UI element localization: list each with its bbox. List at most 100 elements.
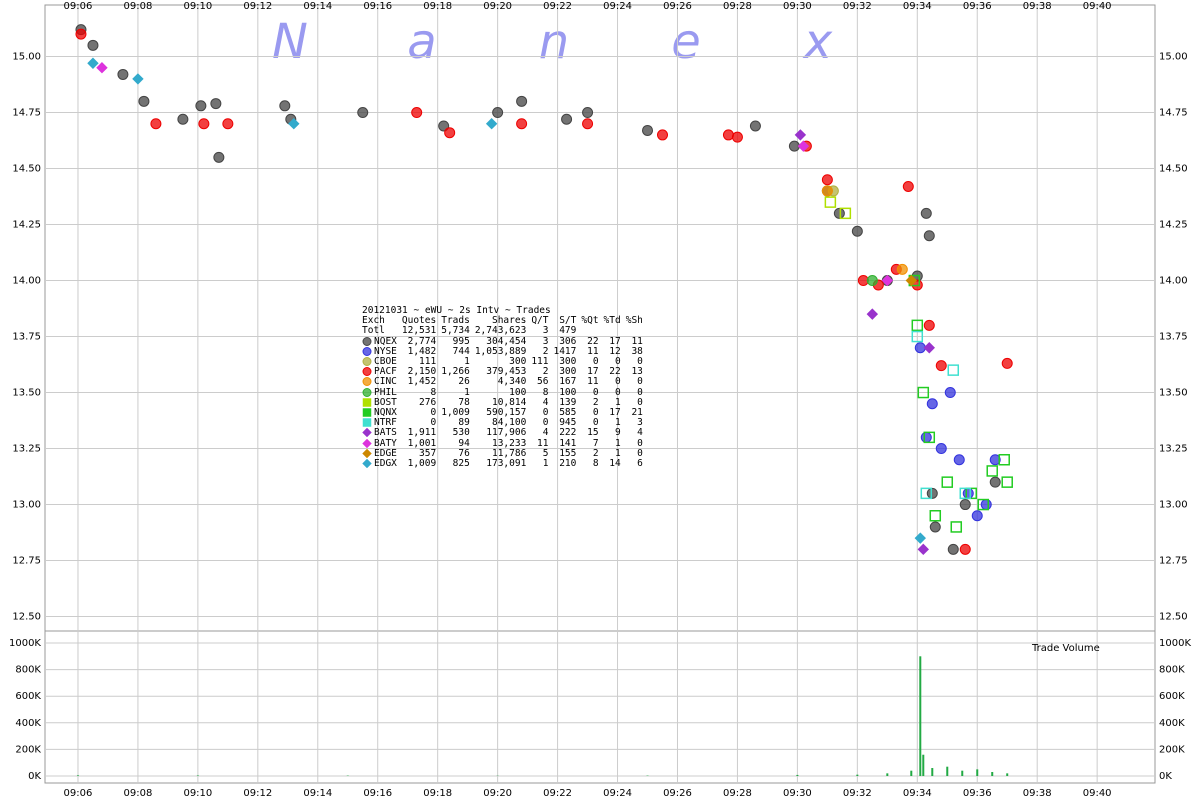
exchange-name: BATS (362, 428, 397, 438)
volume-bar (856, 774, 859, 776)
exchange-name: EDGX (362, 458, 397, 469)
legend-marker-shape (362, 448, 372, 459)
y-tick-label: 14.25 (1159, 220, 1188, 231)
stats-cell: 2 (542, 345, 549, 357)
trade-point (953, 454, 965, 466)
trade-point (947, 364, 960, 376)
exchange-name: NQNX (362, 407, 397, 418)
x-tick-label: 09:24 (603, 788, 632, 799)
legend-marker-shape (362, 418, 372, 427)
x-tick-label: 09:18 (423, 1, 452, 12)
trade-point (923, 342, 935, 354)
trade-point (881, 274, 894, 287)
legend-label: NYSE (374, 345, 397, 357)
header-cell: Exch (362, 315, 385, 327)
watermark-letter: n (539, 14, 569, 70)
stats-cell: 100 (509, 386, 527, 398)
x-tick-label: 09:20 (483, 788, 512, 799)
x-tick-label: 09:28 (723, 1, 752, 12)
stats-cell: 1,452 (407, 376, 437, 388)
trade-point (794, 129, 807, 141)
y-tick-label: 0K (28, 771, 41, 782)
stats-cell: 8 (592, 458, 599, 470)
trade-point (941, 476, 954, 488)
y-tick-label: 13.00 (1159, 500, 1188, 511)
x-tick-label: 09:30 (783, 1, 812, 12)
trade-point (582, 118, 594, 130)
trade-point (923, 319, 935, 331)
y-tick-label: 14.00 (1159, 276, 1188, 287)
stats-cell: 0 (637, 396, 643, 408)
total-cell: 2,743,623 (474, 325, 527, 337)
stats-cell: 17 (609, 407, 621, 419)
trade-point (516, 118, 528, 130)
stats-row: EDGE 357 76 11,786 5 155 2 1 0 (362, 447, 643, 459)
header-cell: Quotes (401, 315, 437, 327)
watermark-letter: a (407, 14, 436, 70)
trade-point (1001, 357, 1013, 369)
stats-cell: 1,482 (407, 345, 437, 357)
x-tick-label: 09:36 (963, 788, 992, 799)
trade-point (923, 431, 936, 444)
trade-point (731, 131, 743, 143)
stats-cell: 0 (637, 447, 643, 459)
stats-cell: 0 (614, 386, 621, 398)
legend-marker (362, 367, 372, 377)
trade-point (989, 476, 1001, 488)
stats-cell: 17 (587, 366, 599, 378)
stats-cell: 56 (537, 376, 549, 388)
trade-point (198, 118, 210, 130)
trade-point (749, 120, 761, 132)
legend-label: BATY (374, 437, 397, 449)
trade-point (935, 443, 947, 455)
stats-cell: 8 (430, 386, 437, 398)
y-tick-label: 12.50 (1159, 612, 1188, 623)
header-cell: %Td (603, 315, 621, 327)
x-tick-label: 09:34 (903, 1, 932, 12)
stats-cell: 744 (452, 345, 470, 357)
stats-cell: 2,150 (407, 366, 437, 378)
x-tick-label: 09:24 (603, 1, 632, 12)
stats-cell: 2 (592, 447, 599, 459)
stats-cell: 304,454 (486, 335, 527, 347)
x-tick-label: 09:22 (543, 788, 572, 799)
stats-cell: 945 (559, 417, 577, 429)
stats-cell: 22 (609, 366, 621, 378)
trade-point (797, 140, 810, 152)
stats-cell: 78 (458, 396, 470, 408)
trade-point (444, 127, 456, 139)
stats-title: 20121031 ~ eWU ~ 2s Intv ~ Trades (362, 305, 551, 316)
volume-bar (976, 769, 979, 776)
trade-point (117, 68, 129, 80)
y-tick-label: 14.50 (1159, 164, 1188, 175)
stats-cell: 585 (559, 407, 577, 419)
y-tick-label: 13.75 (12, 332, 41, 343)
legend-marker (362, 428, 372, 438)
volume-bar (922, 754, 925, 776)
x-tick-label: 09:38 (1023, 788, 1052, 799)
stats-cell: 379,453 (486, 366, 527, 378)
legend-marker-shape (362, 387, 372, 397)
volume-bar (886, 773, 889, 776)
legend-marker-shape (362, 357, 372, 367)
legend-label: CINC (374, 376, 397, 388)
trade-point (821, 174, 833, 186)
trade-point (485, 118, 498, 130)
stats-row: CINC 1,452 26 4,340 56 167 11 0 0 (362, 377, 643, 387)
trade-point (357, 107, 369, 119)
stats-cell: 0 (430, 417, 437, 429)
y-tick-label: 13.75 (1159, 332, 1188, 343)
stats-cell: 1,911 (407, 427, 437, 439)
legend-marker-shape (362, 336, 372, 346)
volume-bar (946, 766, 949, 776)
stats-cell: 222 (559, 427, 577, 439)
watermark-letter: e (671, 14, 701, 70)
trade-point (722, 129, 734, 141)
y-tick-label: 15.00 (1159, 52, 1188, 63)
legend-marker-shape (362, 346, 372, 356)
stats-cell: 995 (452, 335, 470, 347)
stats-row: PHIL 8 1 100 8 100 0 0 0 (362, 386, 643, 398)
stats-row: CBOE 111 1 300 111 300 0 0 0 (362, 356, 643, 367)
x-tick-label: 09:08 (124, 1, 153, 12)
trade-point (905, 274, 918, 287)
